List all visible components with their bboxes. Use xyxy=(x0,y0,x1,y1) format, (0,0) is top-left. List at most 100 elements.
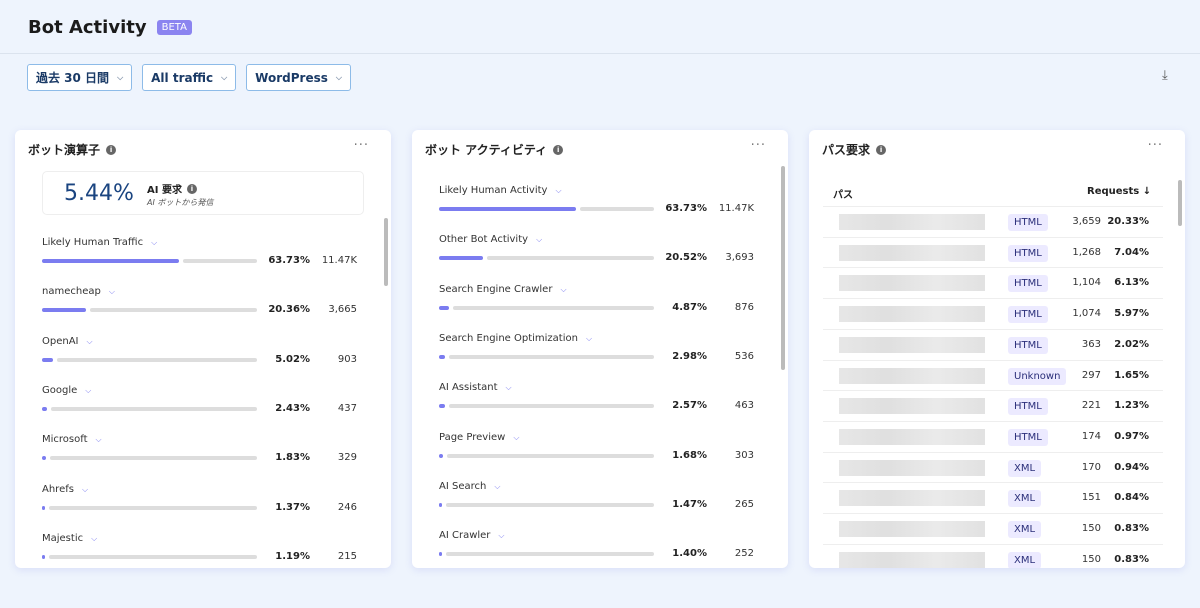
progress-bar xyxy=(42,554,257,559)
item-label: Search Engine Optimization xyxy=(439,332,578,344)
redacted-path[interactable] xyxy=(839,367,985,384)
table-row[interactable]: HTML 1,074 5.97% xyxy=(823,298,1163,329)
chevron-down-icon[interactable]: ⌵ xyxy=(494,481,501,491)
redacted-path[interactable] xyxy=(839,551,985,568)
item-label: Google xyxy=(42,384,78,396)
progress-track xyxy=(448,404,654,409)
content-type-badge: HTML xyxy=(1008,214,1048,231)
chevron-down-icon[interactable]: ⌵ xyxy=(536,235,543,245)
list-item[interactable]: Majestic ⌵ 1.19% 215 xyxy=(42,533,362,568)
item-count: 11.47K xyxy=(718,203,754,214)
scrollbar[interactable] xyxy=(781,166,785,370)
table-row[interactable]: XML 150 0.83% xyxy=(823,513,1163,544)
redacted-path[interactable] xyxy=(839,521,985,537)
chevron-down-icon[interactable]: ⌵ xyxy=(513,432,520,442)
requests-column-header[interactable]: Requests ↓ xyxy=(1087,186,1152,197)
item-label: Majestic xyxy=(42,532,84,544)
chevron-down-icon[interactable]: ⌵ xyxy=(555,186,562,195)
beta-badge: BETA xyxy=(156,20,192,35)
info-icon[interactable]: i xyxy=(186,183,197,194)
more-options-icon[interactable]: ··· xyxy=(1147,138,1163,153)
progress-track xyxy=(183,259,257,263)
list-item[interactable]: AI Search ⌵ 1.47% 265 xyxy=(439,481,759,521)
progress-bar xyxy=(439,453,654,458)
item-label: OpenAI xyxy=(42,335,79,347)
chevron-down-icon[interactable]: ⌵ xyxy=(91,533,98,543)
chevron-down-icon[interactable]: ⌵ xyxy=(85,385,92,395)
table-row[interactable]: HTML 3,659 20.33% xyxy=(823,206,1163,237)
filter-label: 過去 30 日間 xyxy=(36,71,110,85)
list-item[interactable]: Page Preview ⌵ 1.68% 303 xyxy=(439,432,759,472)
scrollbar[interactable] xyxy=(1178,180,1182,226)
item-label: Search Engine Crawler xyxy=(439,283,553,295)
progress-fill xyxy=(42,308,86,313)
redacted-path[interactable] xyxy=(839,490,985,507)
more-options-icon[interactable]: ··· xyxy=(750,138,766,153)
chevron-down-icon[interactable]: ⌵ xyxy=(505,383,512,393)
list-item[interactable]: Likely Human Traffic ⌵ 63.73% 11.47K xyxy=(42,237,362,277)
list-item[interactable]: AI Assistant ⌵ 2.57% 463 xyxy=(439,382,759,422)
redacted-path[interactable] xyxy=(839,275,985,292)
chevron-down-icon[interactable]: ⌵ xyxy=(560,284,567,294)
table-row[interactable]: XML 150 0.83% xyxy=(823,543,1163,568)
request-percent: 5.97% xyxy=(1114,308,1149,320)
chevron-down-icon[interactable]: ⌵ xyxy=(585,333,593,343)
table-row[interactable]: HTML 1,104 6.13% xyxy=(823,267,1163,298)
list-item[interactable]: namecheap ⌵ 20.36% 3,665 xyxy=(42,286,362,326)
redacted-path[interactable] xyxy=(839,214,985,230)
platform-filter[interactable]: WordPress ⌵ xyxy=(246,64,351,91)
progress-bar xyxy=(42,505,257,510)
path-column-header[interactable]: パス xyxy=(833,190,853,201)
info-icon[interactable]: i xyxy=(876,144,887,155)
list-item[interactable]: Google ⌵ 2.43% 437 xyxy=(42,385,362,425)
table-row[interactable]: HTML 1,268 7.04% xyxy=(823,236,1163,268)
card-title: ボット アクティビティ xyxy=(425,143,548,157)
filter-label: All traffic xyxy=(151,70,214,85)
list-item[interactable]: Likely Human Activity ⌵ 63.73% 11.47K xyxy=(439,185,759,225)
list-item[interactable]: Other Bot Activity ⌵ 20.52% 3,693 xyxy=(439,234,759,274)
download-icon[interactable]: ⤓ xyxy=(1162,68,1168,83)
list-item[interactable]: OpenAI ⌵ 5.02% 903 xyxy=(42,336,362,376)
progress-track xyxy=(446,453,654,458)
table-row[interactable]: XML 151 0.84% xyxy=(823,482,1163,513)
item-label: Other Bot Activity xyxy=(439,234,529,246)
chevron-down-icon[interactable]: ⌵ xyxy=(108,287,115,297)
redacted-path[interactable] xyxy=(839,336,985,353)
content-type-badge: HTML xyxy=(1008,244,1048,262)
progress-fill xyxy=(42,406,48,411)
progress-fill xyxy=(439,552,442,557)
redacted-path[interactable] xyxy=(839,428,985,445)
redacted-path[interactable] xyxy=(839,398,985,415)
info-icon[interactable]: i xyxy=(106,144,117,155)
list-item[interactable]: AI Crawler ⌵ 1.40% 252 xyxy=(439,530,759,568)
chevron-down-icon[interactable]: ⌵ xyxy=(95,435,102,445)
table-row[interactable]: HTML 221 1.23% xyxy=(823,390,1163,421)
list-item[interactable]: Search Engine Crawler ⌵ 4.87% 876 xyxy=(439,284,759,324)
progress-bar xyxy=(42,308,257,313)
table-row[interactable]: XML 170 0.94% xyxy=(823,451,1163,483)
item-count: 903 xyxy=(337,353,357,365)
item-percent: 2.98% xyxy=(672,350,707,362)
item-count: 252 xyxy=(734,548,754,560)
redacted-path[interactable] xyxy=(839,459,985,476)
table-row[interactable]: Unknown 297 1.65% xyxy=(823,359,1163,391)
table-row[interactable]: HTML 174 0.97% xyxy=(823,420,1163,452)
more-options-icon[interactable]: ··· xyxy=(353,138,369,153)
table-row[interactable]: HTML 363 2.02% xyxy=(823,328,1163,360)
scrollbar[interactable] xyxy=(384,218,388,286)
chevron-down-icon[interactable]: ⌵ xyxy=(151,238,158,247)
list-item[interactable]: Microsoft ⌵ 1.83% 329 xyxy=(42,434,362,474)
traffic-filter[interactable]: All traffic ⌵ xyxy=(142,64,237,91)
date-range-filter[interactable]: 過去 30 日間 ⌵ xyxy=(27,64,133,91)
chevron-down-icon[interactable]: ⌵ xyxy=(498,531,505,541)
redacted-path[interactable] xyxy=(839,244,985,261)
info-icon[interactable]: i xyxy=(553,144,564,155)
chevron-down-icon[interactable]: ⌵ xyxy=(81,484,89,494)
content-type-badge: HTML xyxy=(1008,336,1048,354)
request-count: 363 xyxy=(1081,338,1101,350)
list-item[interactable]: Search Engine Optimization ⌵ 2.98% 536 xyxy=(439,333,759,373)
list-item[interactable]: Ahrefs ⌵ 1.37% 246 xyxy=(42,484,362,524)
chevron-down-icon[interactable]: ⌵ xyxy=(86,336,93,346)
progress-fill xyxy=(42,357,53,362)
redacted-path[interactable] xyxy=(839,306,985,323)
